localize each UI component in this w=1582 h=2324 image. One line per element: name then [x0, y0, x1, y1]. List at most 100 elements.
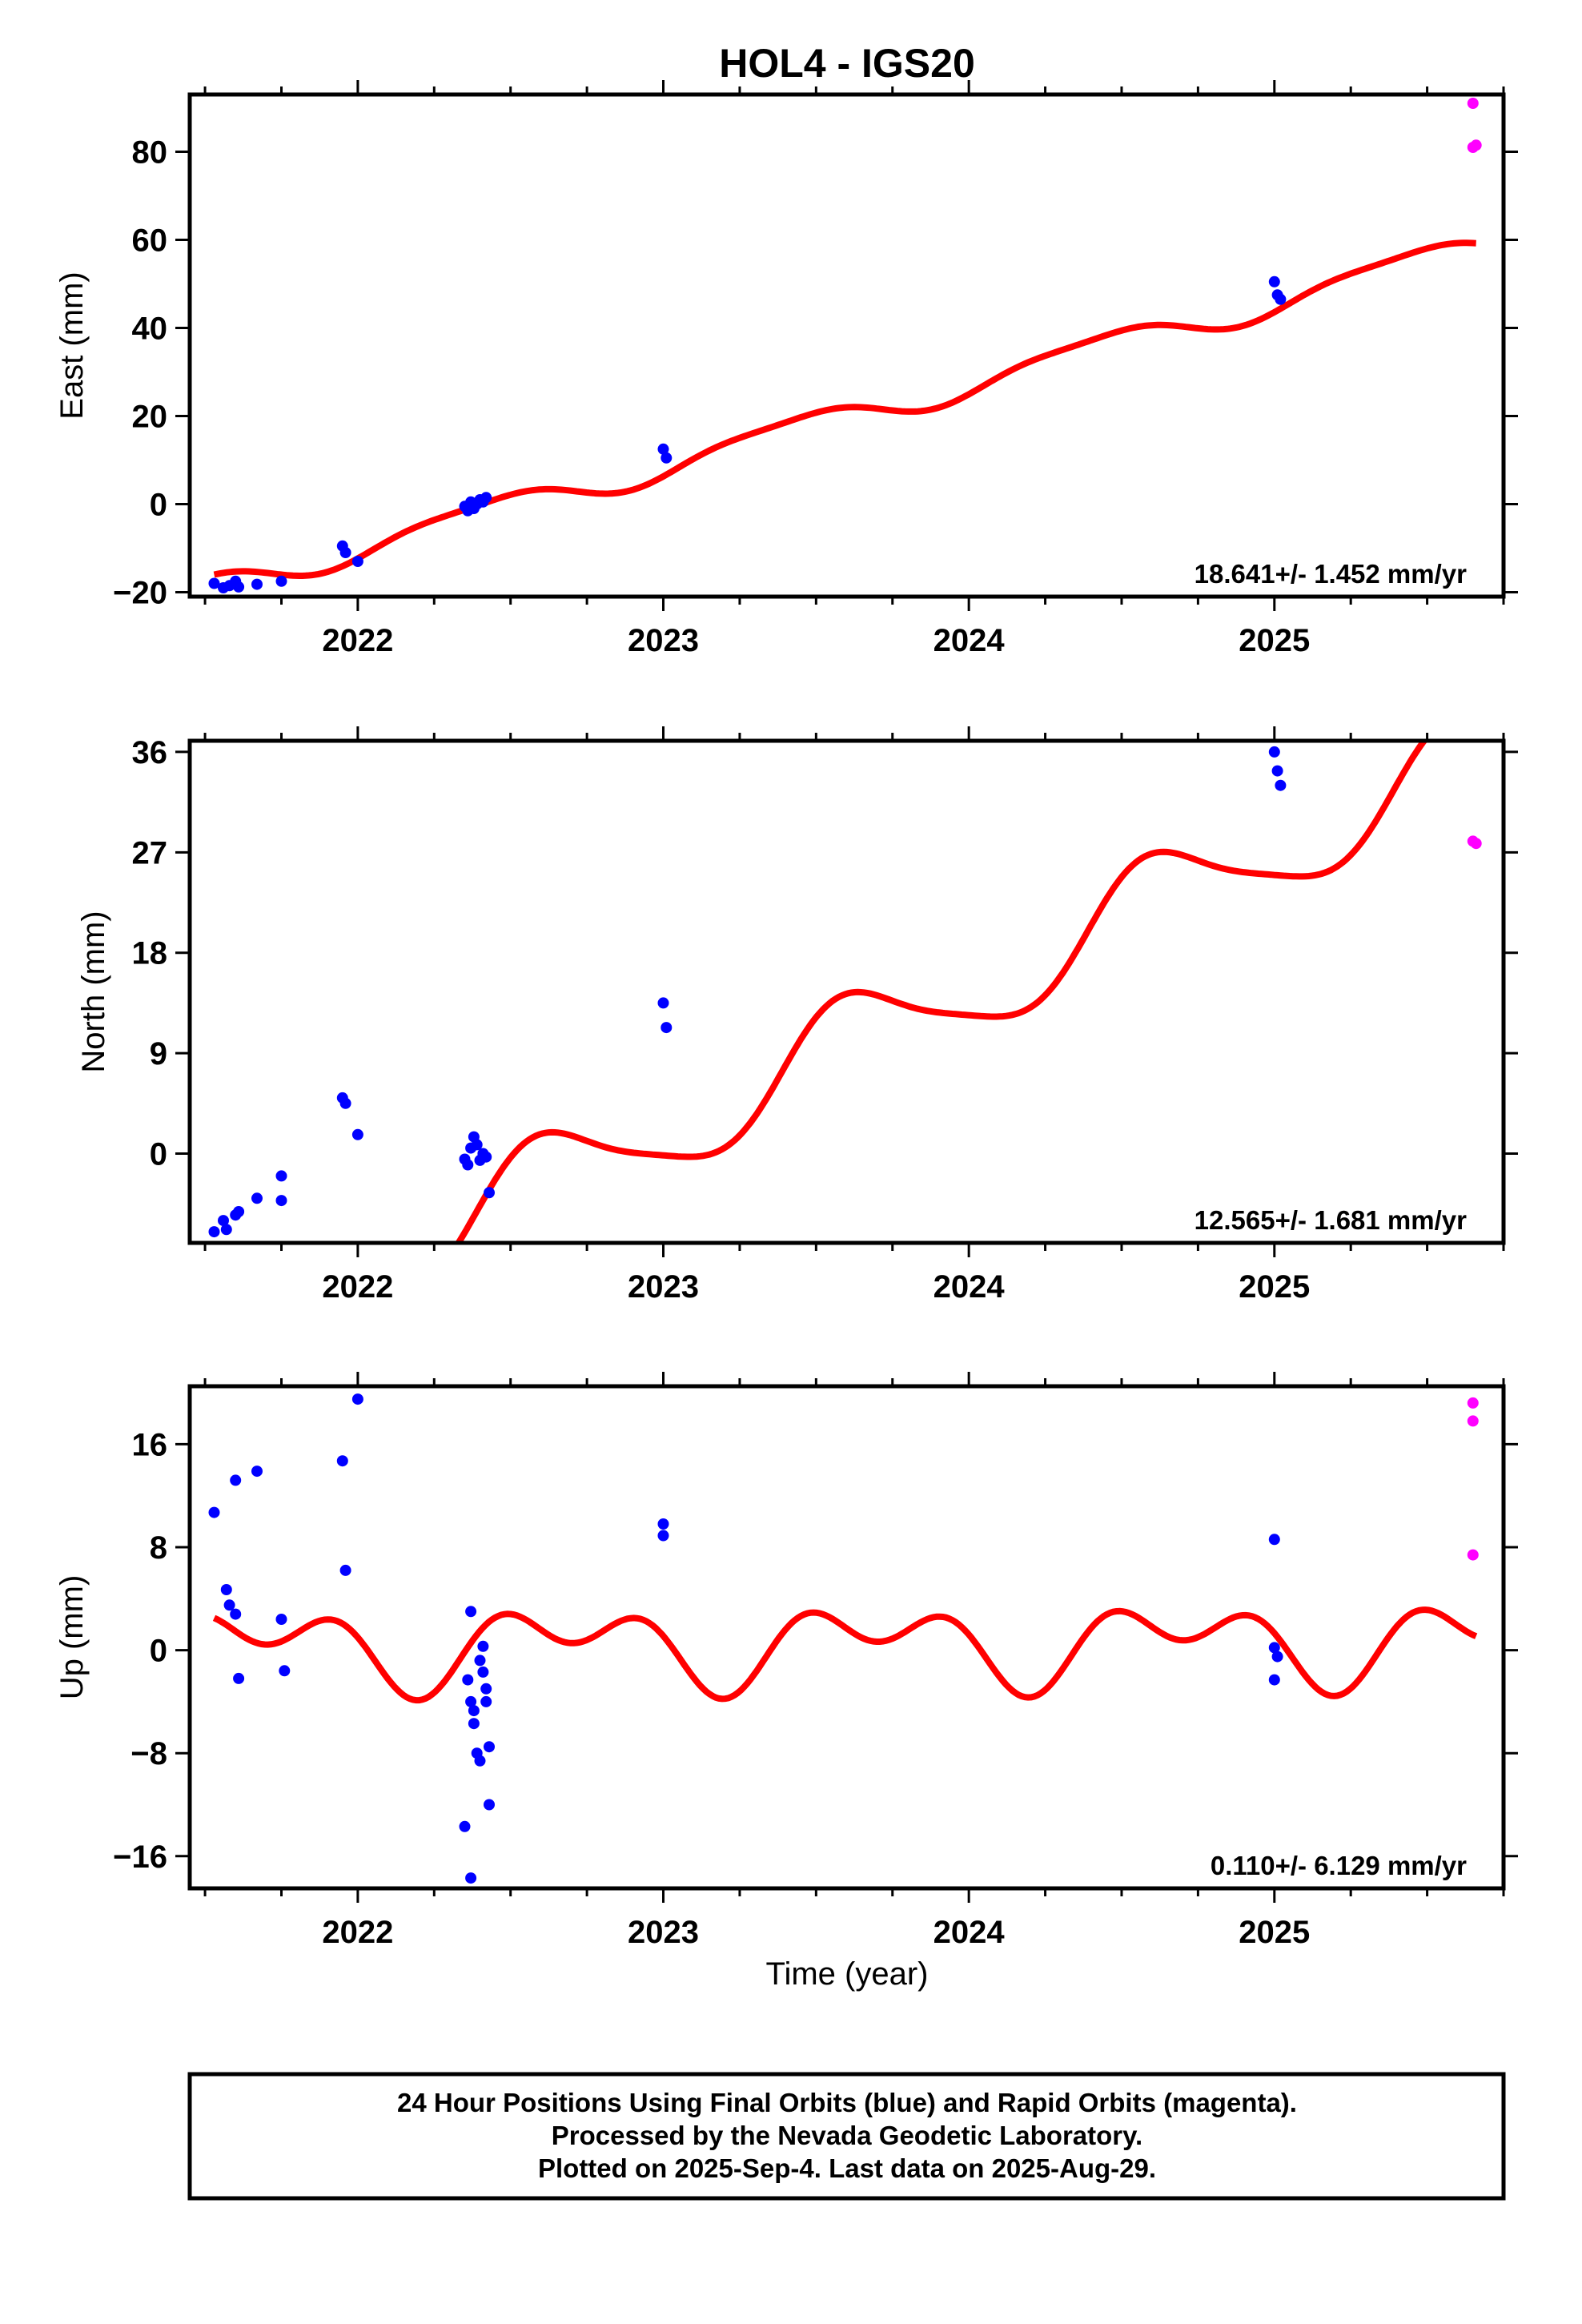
up-model-curve — [212, 1606, 1478, 1704]
east-panel: 2022 2023 2024 2025 −20 0 20 40 60 80 East (mm) 18.… — [54, 80, 1518, 658]
up-final-point — [336, 1455, 348, 1467]
east-final-point — [661, 452, 673, 464]
footer-line-1: 24 Hour Positions Using Final Orbits (bl… — [397, 2088, 1297, 2117]
north-final-point — [1275, 779, 1287, 791]
east-final-point — [233, 581, 245, 593]
up-final-point — [1268, 1674, 1280, 1686]
east-final-point — [208, 577, 220, 589]
east-y-tick-label: 60 — [132, 223, 168, 259]
up-final-point — [1268, 1534, 1280, 1546]
up-rapid-point — [1467, 1549, 1479, 1561]
up-final-point — [251, 1466, 263, 1478]
north-final-point — [218, 1215, 229, 1227]
north-final-point — [275, 1170, 287, 1182]
chart-title: HOL4 - IGS20 — [719, 41, 975, 86]
north-final-point — [471, 1139, 483, 1151]
up-final-point — [484, 1799, 495, 1811]
north-final-point — [462, 1159, 474, 1171]
north-model-curve — [454, 741, 1428, 1243]
north-rapid-point — [1470, 838, 1482, 850]
east-final-point — [339, 547, 351, 558]
east-rapid-point — [1470, 139, 1482, 151]
north-plot-frame — [187, 738, 1506, 1245]
north-final-point — [661, 1022, 673, 1034]
up-final-point — [474, 1755, 486, 1767]
north-final-point — [251, 1192, 263, 1204]
east-final-point — [251, 578, 263, 590]
up-final-point — [657, 1518, 669, 1530]
up-y-tick-label: 8 — [150, 1530, 167, 1566]
up-y-axis-label: Up (mm) — [54, 1575, 90, 1700]
east-final-point — [657, 443, 669, 455]
up-final-point — [1268, 1642, 1280, 1654]
north-final-point — [657, 997, 669, 1009]
up-x-tick-label: 2023 — [628, 1915, 699, 1950]
north-final-point — [233, 1206, 245, 1217]
north-panel: 2022 2023 2024 2025 0 9 18 27 36 North (mm) 12.565… — [76, 726, 1518, 1305]
east-y-tick-label: 80 — [132, 135, 168, 171]
up-x-tick-label: 2024 — [934, 1915, 1006, 1950]
east-final-point — [1275, 293, 1287, 305]
up-rapid-point — [1467, 1397, 1479, 1409]
east-final-point — [275, 575, 287, 587]
east-rate-label: 18.641+/- 1.452 mm/yr — [1195, 559, 1467, 589]
footer-line-2: Processed by the Nevada Geodetic Laborat… — [552, 2121, 1142, 2150]
north-final-point — [1268, 746, 1280, 758]
up-final-point — [1271, 1651, 1283, 1663]
north-final-point — [208, 1226, 220, 1238]
up-final-point — [223, 1599, 235, 1611]
east-final-point — [480, 492, 492, 504]
up-y-tick-label: −8 — [130, 1736, 167, 1771]
up-y-tick-label: 16 — [132, 1427, 168, 1462]
up-final-point — [477, 1640, 489, 1652]
up-final-point — [230, 1608, 242, 1620]
north-y-tick-label: 0 — [150, 1137, 167, 1172]
up-final-point — [230, 1474, 242, 1486]
up-final-point — [468, 1705, 480, 1717]
up-rapid-point — [1467, 1415, 1479, 1427]
east-x-tick-label: 2024 — [934, 623, 1006, 658]
up-final-point — [279, 1665, 291, 1677]
up-final-point — [208, 1506, 220, 1518]
east-model-curve — [213, 239, 1476, 579]
east-final-point — [1268, 275, 1280, 287]
footer-line-3: Plotted on 2025-Sep-4. Last data on 2025… — [538, 2153, 1156, 2183]
east-rapid-point — [1467, 98, 1479, 109]
up-final-point — [465, 1695, 477, 1707]
up-final-point — [480, 1695, 492, 1707]
up-final-point — [657, 1530, 669, 1542]
up-x-tick-label: 2022 — [322, 1915, 393, 1950]
up-final-point — [220, 1584, 232, 1595]
up-final-point — [474, 1655, 486, 1667]
up-rate-label: 0.110+/- 6.129 mm/yr — [1211, 1851, 1467, 1880]
north-x-tick-label: 2023 — [628, 1269, 699, 1305]
up-x-tick-label: 2025 — [1239, 1915, 1310, 1950]
east-final-point — [351, 556, 363, 567]
north-final-point — [484, 1187, 495, 1199]
east-plot-frame — [187, 92, 1506, 599]
north-y-axis-label: North (mm) — [76, 911, 111, 1072]
north-y-tick-label: 9 — [150, 1036, 167, 1072]
north-final-point — [339, 1097, 351, 1109]
north-x-tick-label: 2024 — [934, 1269, 1006, 1305]
up-final-point — [275, 1614, 287, 1625]
up-final-point — [484, 1741, 495, 1753]
north-x-tick-label: 2022 — [322, 1269, 393, 1305]
up-final-point — [351, 1393, 363, 1405]
up-final-point — [233, 1672, 245, 1684]
up-y-tick-label: 0 — [150, 1634, 167, 1669]
up-plot-frame — [187, 1384, 1506, 1891]
east-x-tick-label: 2025 — [1239, 623, 1310, 658]
east-x-tick-label: 2023 — [628, 623, 699, 658]
up-final-point — [459, 1820, 471, 1832]
north-final-point — [351, 1128, 363, 1140]
east-y-axis-label: East (mm) — [54, 271, 90, 419]
footer-box — [187, 2072, 1506, 2201]
east-y-tick-label: 0 — [150, 488, 167, 523]
north-final-point — [220, 1224, 232, 1236]
up-final-point — [465, 1606, 477, 1618]
up-y-tick-label: −16 — [113, 1839, 167, 1875]
up-final-point — [468, 1718, 480, 1730]
east-y-tick-label: −20 — [113, 576, 167, 611]
